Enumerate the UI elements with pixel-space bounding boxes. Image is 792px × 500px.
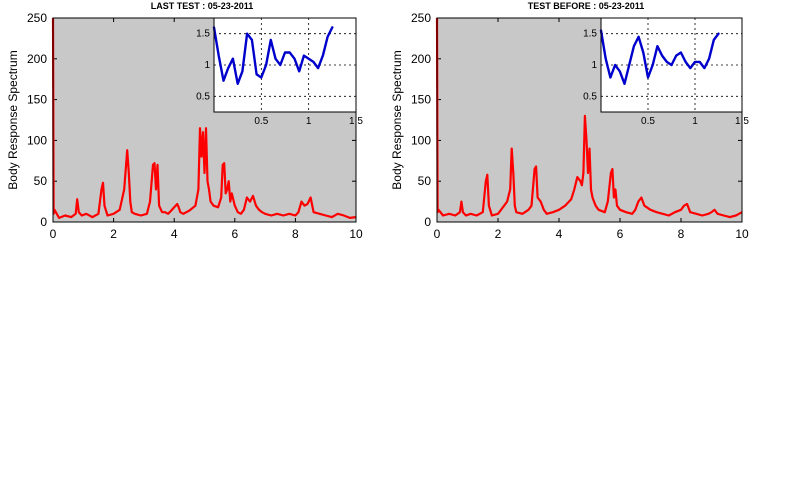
inset-x-tick-label: 1 — [692, 116, 698, 127]
y-axis-label: Body Response Spectrum — [390, 50, 404, 189]
y-tick-label: 50 — [418, 174, 432, 188]
inset-chart: 0.5 1 1.5 0.5 1 1.5 — [583, 17, 749, 127]
inset-y-tick-label: 0.5 — [583, 91, 597, 102]
inset-y-tick-label: 1.5 — [196, 29, 210, 40]
inset-x-tick-label: 0.5 — [641, 116, 655, 127]
inset-x-tick-label: 1.5 — [349, 116, 363, 127]
inset-line — [212, 26, 334, 86]
y-tick-label: 250 — [27, 11, 47, 25]
y-tick-label: 0 — [424, 215, 431, 229]
chart-left: LAST TEST : 05-23-2011 Body Response Spec… — [6, 1, 363, 241]
plot-frame — [52, 17, 357, 223]
y-tick-label: 150 — [27, 93, 47, 107]
y-tick-label: 50 — [34, 174, 48, 188]
y-tick-label: 0 — [40, 215, 47, 229]
y-tick-label: 100 — [27, 133, 47, 147]
x-tick-label: 4 — [171, 227, 178, 241]
inset-x-tick-label: 1 — [306, 116, 312, 127]
inset-x-tick-label: 0.5 — [254, 116, 268, 127]
x-tick-label: 6 — [617, 227, 624, 241]
inset-frame — [213, 17, 357, 113]
inset-y-tick-label: 1 — [204, 60, 210, 71]
y-tick-label: 200 — [411, 52, 431, 66]
x-tick-label: 8 — [678, 227, 685, 241]
x-tick-label: 10 — [349, 227, 363, 241]
inset-y-tick-label: 0.5 — [196, 91, 210, 102]
y-tick-label: 100 — [411, 133, 431, 147]
y-axis-label: Body Response Spectrum — [6, 50, 20, 189]
x-tick-label: 6 — [231, 227, 238, 241]
inset-y-tick-label: 1.5 — [583, 29, 597, 40]
spectrum-line — [51, 17, 357, 219]
chart-right: TEST BEFORE : 05-23-2011 Body Response Sp… — [390, 1, 749, 241]
chart-title: TEST BEFORE : 05-23-2011 — [528, 1, 645, 11]
chart-title: LAST TEST : 05-23-2011 — [151, 1, 254, 11]
y-tick-label: 200 — [27, 52, 47, 66]
plot-frame — [436, 17, 743, 223]
spectrum-line — [435, 17, 743, 219]
x-tick-label: 2 — [495, 227, 502, 241]
inset-line — [599, 29, 720, 86]
x-tick-label: 0 — [434, 227, 441, 241]
inset-frame — [600, 17, 743, 113]
inset-chart: 0.5 1 1.5 0.5 1 1.5 — [196, 17, 363, 127]
x-tick-label: 2 — [110, 227, 117, 241]
x-tick-label: 0 — [50, 227, 57, 241]
inset-y-tick-label: 1 — [591, 60, 597, 71]
x-tick-label: 8 — [292, 227, 299, 241]
y-tick-label: 150 — [411, 93, 431, 107]
inset-x-tick-label: 1.5 — [735, 116, 749, 127]
x-tick-label: 10 — [735, 227, 749, 241]
x-tick-label: 4 — [556, 227, 563, 241]
y-tick-label: 250 — [411, 11, 431, 25]
